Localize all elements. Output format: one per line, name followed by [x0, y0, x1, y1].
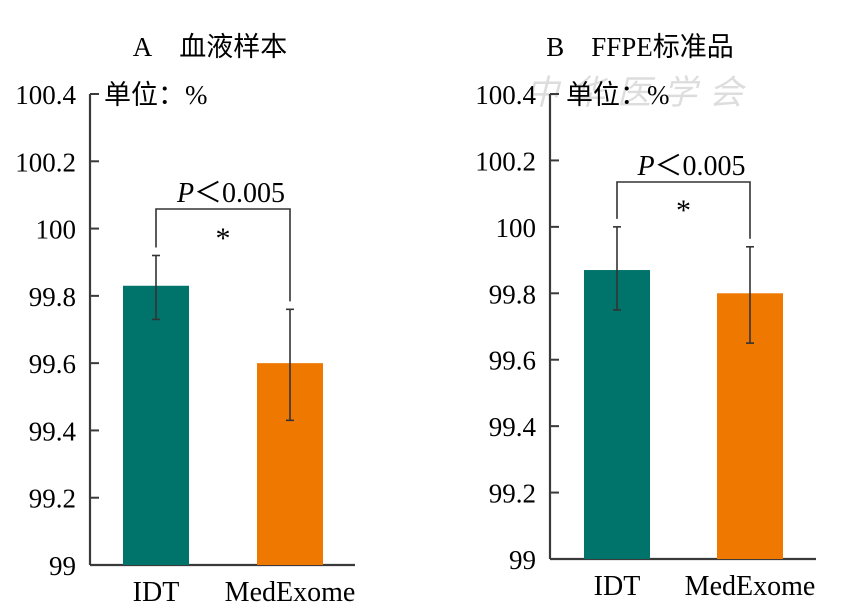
y-tick-label: 99	[509, 545, 536, 575]
p-value-label: P＜0.005	[636, 151, 745, 182]
bar-idt	[123, 285, 189, 565]
panel-title: FFPE标准品	[591, 32, 734, 62]
y-tick-label: 100	[496, 213, 537, 243]
y-tick-label: 99.4	[29, 416, 77, 446]
p-value-label: P＜0.005	[176, 178, 285, 209]
y-tick-label: 99.4	[489, 412, 537, 442]
panel-title: 血液样本	[179, 32, 287, 62]
x-tick-label: IDT	[133, 577, 180, 608]
y-tick-label: 100	[36, 215, 77, 245]
y-tick-label: 99.2	[29, 484, 76, 514]
y-tick-label: 99.2	[489, 479, 536, 509]
chart-title: A 血液样本	[133, 32, 288, 62]
significance-star: *	[676, 194, 691, 227]
y-tick-label: 99.8	[489, 279, 536, 309]
panel-label: B	[546, 32, 591, 62]
y-tick-label: 100.4	[475, 80, 536, 110]
y-tick-label: 99.8	[29, 282, 76, 312]
y-tick-label: 100.2	[15, 147, 76, 177]
x-tick-label: MedExome	[685, 571, 816, 602]
chart-title: B FFPE标准品	[546, 32, 734, 62]
x-tick-label: MedExome	[225, 577, 356, 608]
y-tick-label: 99	[49, 551, 76, 581]
significance-bracket	[616, 181, 751, 239]
significance-bracket	[155, 208, 291, 302]
p-threshold: ＜0.005	[655, 151, 746, 182]
panel-label: A	[133, 32, 180, 62]
x-tick-label: IDT	[594, 571, 641, 602]
y-tick-label: 100.2	[475, 146, 536, 176]
watermark: 中华医学会	[525, 73, 755, 113]
p-symbol: P	[636, 151, 654, 182]
unit-label: 单位：%	[566, 80, 670, 110]
p-symbol: P	[176, 178, 194, 209]
bar-idt	[584, 270, 650, 559]
unit-label: 单位：%	[104, 80, 208, 110]
y-tick-label: 99.6	[29, 349, 76, 379]
significance-star: *	[216, 222, 231, 255]
p-threshold: ＜0.005	[194, 178, 285, 209]
y-tick-label: 99.6	[489, 346, 536, 376]
y-tick-label: 100.4	[15, 80, 76, 110]
